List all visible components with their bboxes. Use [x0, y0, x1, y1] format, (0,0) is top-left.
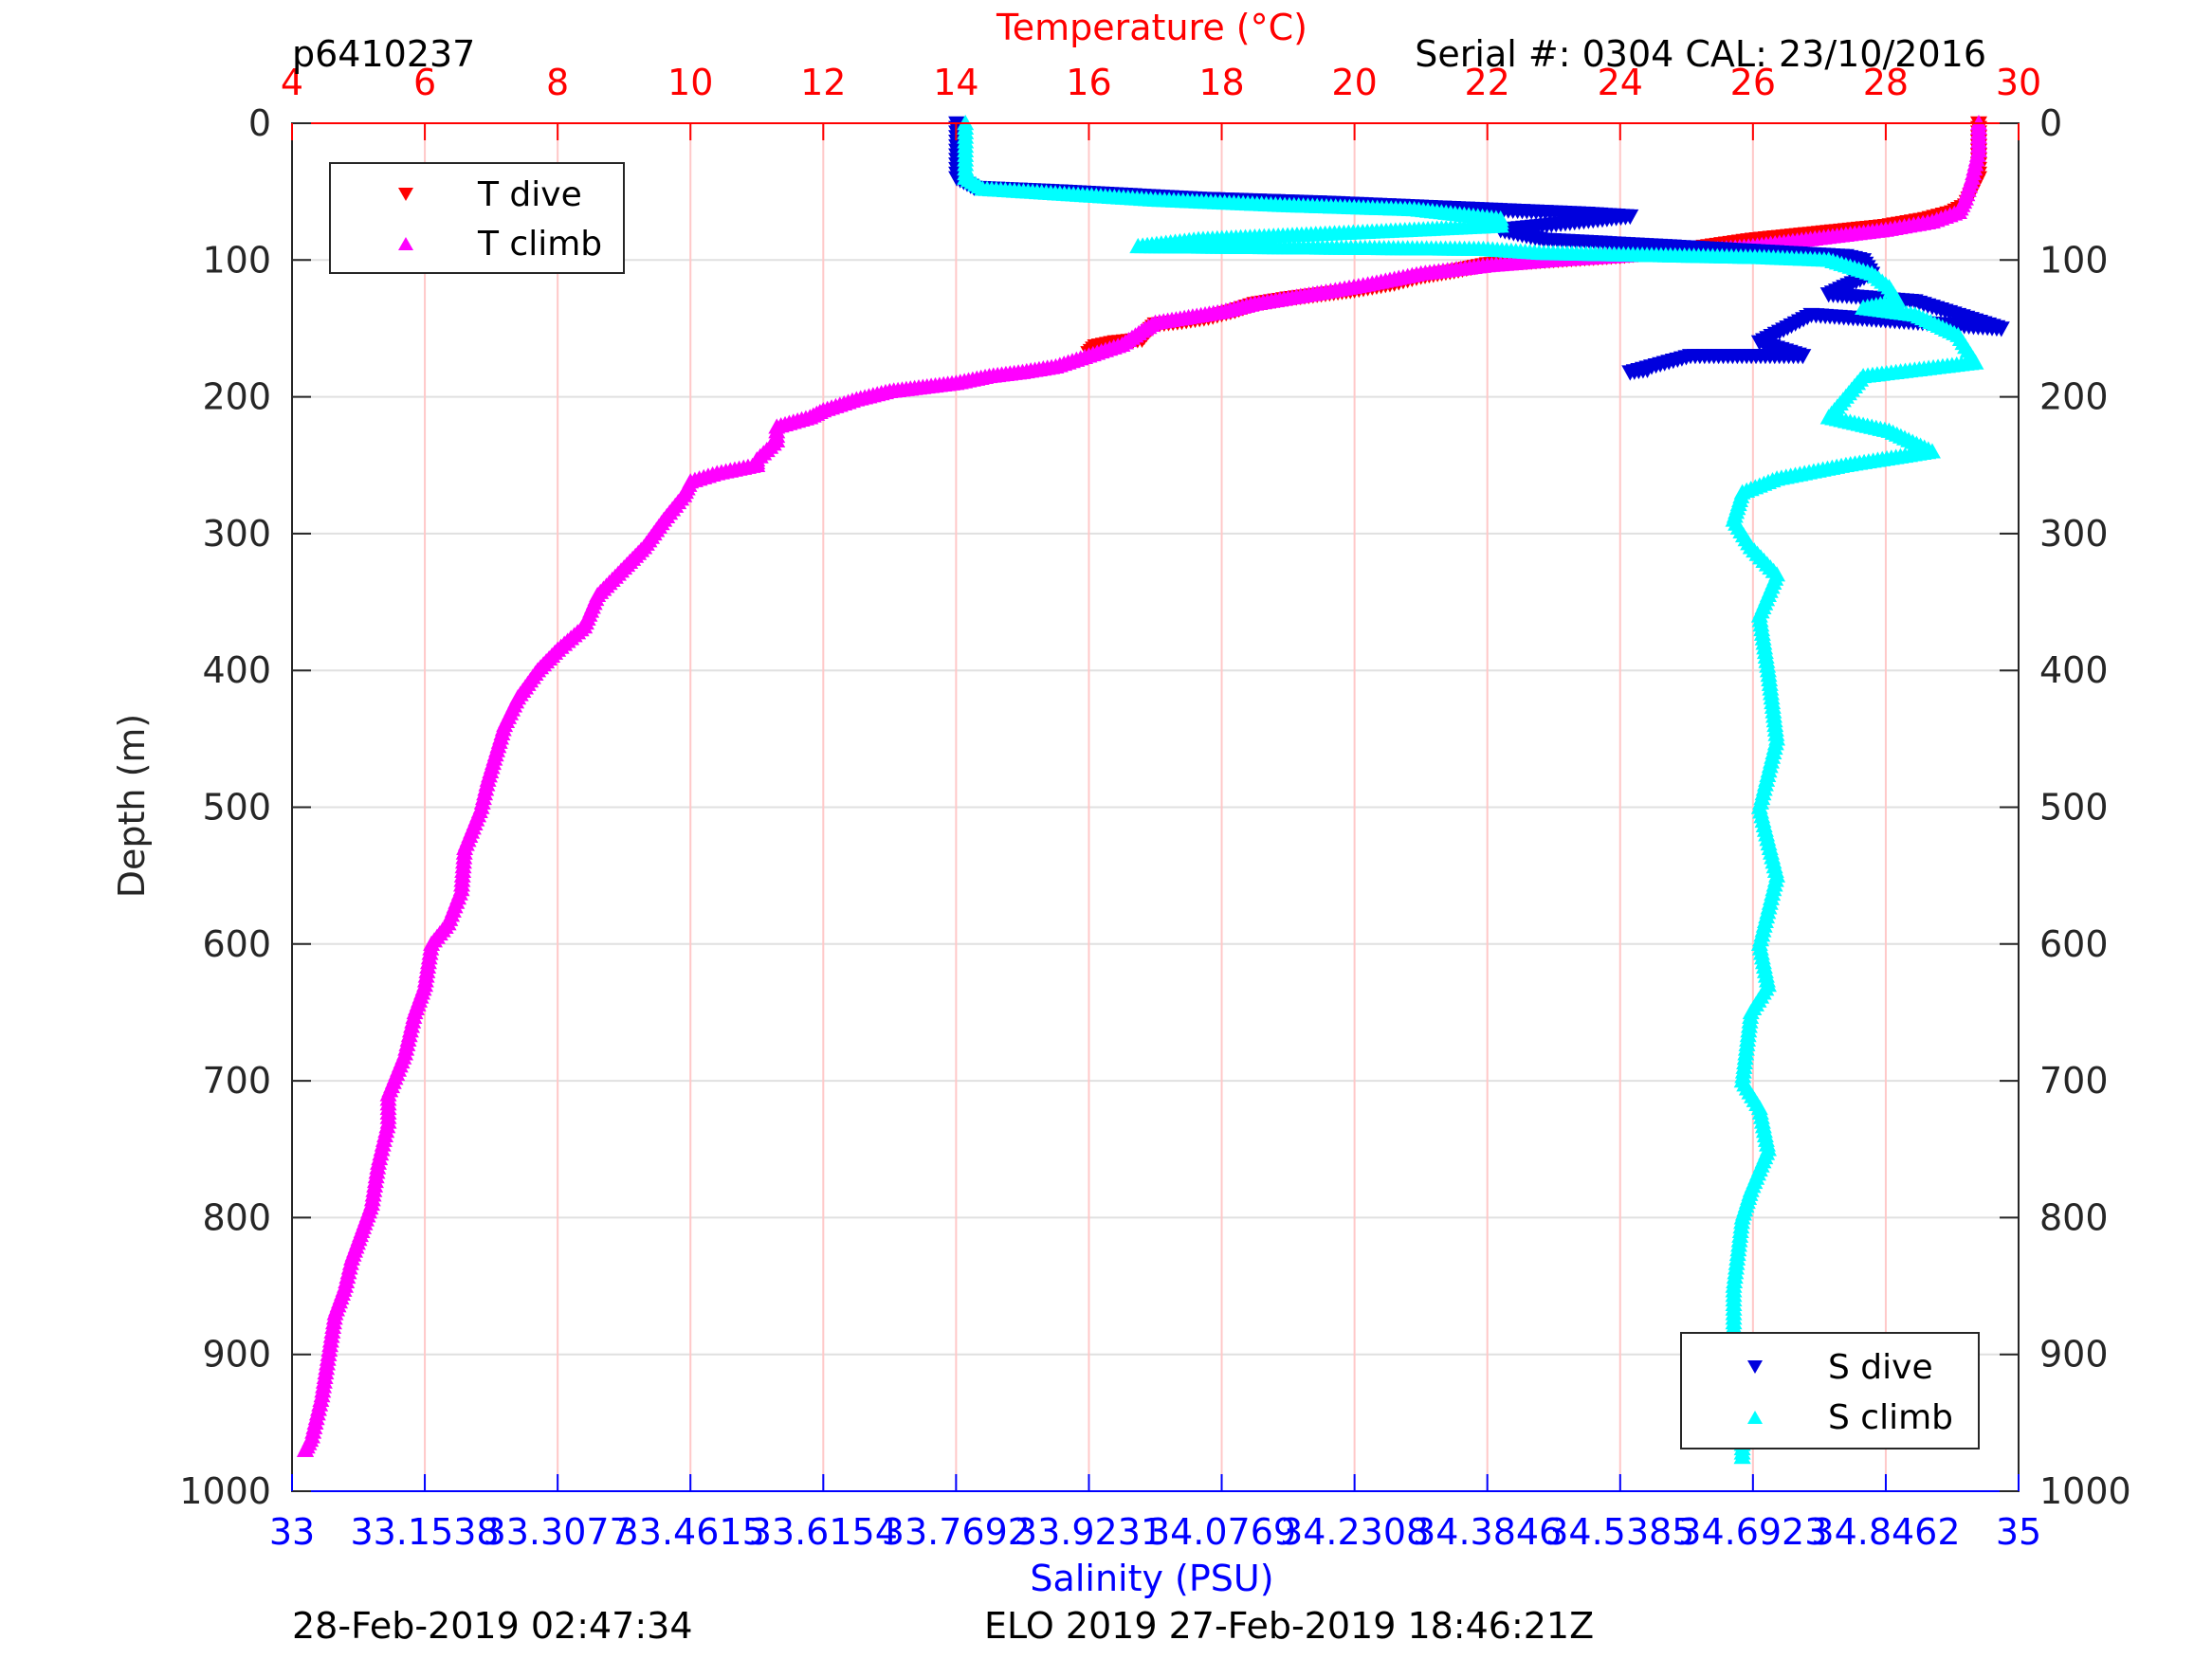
- salinity-tick-label: 34.0769: [1147, 1511, 1296, 1553]
- t-dive-legend-label: T dive: [477, 175, 582, 214]
- temperature-tick-label: 14: [933, 62, 978, 103]
- salinity-tick-label: 33.4615: [616, 1511, 765, 1553]
- salinity-tick-label: 34.5385: [1545, 1511, 1694, 1553]
- salinity-tick-label: 33.1538: [350, 1511, 499, 1553]
- temperature-tick-label: 10: [667, 62, 713, 103]
- t-climb-legend-label: T climb: [477, 225, 602, 264]
- depth-tick-label: 400: [202, 649, 271, 691]
- s-dive-legend-marker: [1747, 1360, 1763, 1374]
- temperature-tick-label: 20: [1331, 62, 1377, 103]
- temperature-tick-label: 28: [1863, 62, 1909, 103]
- depth-tick-label: 900: [202, 1334, 271, 1376]
- temperature-tick-label: 18: [1198, 62, 1244, 103]
- depth-tick-label-right: 900: [2039, 1334, 2109, 1376]
- temperature-tick-label: 16: [1066, 62, 1111, 103]
- salinity-tick-label: 34.3846: [1413, 1511, 1562, 1553]
- salinity-legend: S dive S climb: [1680, 1332, 1980, 1449]
- plot-timestamp: 28-Feb-2019 02:47:34: [292, 1605, 693, 1647]
- data-point: [297, 1441, 315, 1457]
- salinity-axis-title: Salinity (PSU): [1030, 1558, 1273, 1599]
- temperature-tick-label: 4: [281, 62, 303, 103]
- temperature-tick-label: 6: [413, 62, 436, 103]
- salinity-tick-label: 34.2308: [1280, 1511, 1429, 1553]
- depth-tick-label: 600: [202, 923, 271, 965]
- temperature-legend-box: [329, 162, 625, 274]
- serial-calibration: Serial #: 0304 CAL: 23/10/2016: [1415, 33, 1986, 75]
- depth-tick-label-right: 300: [2039, 513, 2109, 555]
- depth-tick-label: 500: [202, 787, 271, 829]
- salinity-tick-label: 33.9231: [1015, 1511, 1163, 1553]
- depth-tick-label-right: 400: [2039, 649, 2109, 691]
- salinity-tick-label: 35: [1996, 1511, 2041, 1553]
- depth-tick-label-right: 600: [2039, 923, 2109, 965]
- salinity-legend-box: [1680, 1332, 1980, 1449]
- depth-tick-label: 1000: [179, 1470, 271, 1512]
- temperature-tick-label: 26: [1730, 62, 1776, 103]
- salinity-tick-label: 34.8462: [1811, 1511, 1960, 1553]
- s-climb-legend-marker: [1747, 1411, 1763, 1424]
- depth-tick-label-right: 700: [2039, 1060, 2109, 1102]
- depth-tick-label: 700: [202, 1060, 271, 1102]
- depth-tick-label-right: 500: [2039, 787, 2109, 829]
- temperature-tick-label: 30: [1996, 62, 2041, 103]
- temperature-tick-label: 12: [800, 62, 846, 103]
- depth-tick-label-right: 0: [2039, 102, 2062, 144]
- salinity-tick-label: 33: [269, 1511, 315, 1553]
- salinity-tick-label: 34.6923: [1678, 1511, 1827, 1553]
- profile-id: p6410237: [292, 33, 475, 75]
- temperature-legend: T dive T climb: [329, 162, 625, 274]
- depth-tick-label: 800: [202, 1196, 271, 1238]
- depth-axis-title: Depth (m): [111, 714, 153, 899]
- s-climb-series: [957, 115, 1984, 1465]
- temperature-tick-label: 8: [546, 62, 569, 103]
- t-climb-legend-marker: [398, 237, 413, 250]
- axes: 0 0 100 100 200 200 300 300 400 400 500 500 600 600 70…: [179, 62, 2130, 1553]
- temperature-axis-title: Temperature (°C): [996, 7, 1307, 48]
- data-point: [1733, 1448, 1751, 1465]
- salinity-tick-label: 33.3077: [484, 1511, 632, 1553]
- depth-tick-label-right: 1000: [2039, 1470, 2131, 1512]
- data-series: [297, 115, 2010, 1465]
- salinity-tick-label: 33.7692: [882, 1511, 1031, 1553]
- s-climb-legend-label: S climb: [1828, 1398, 1953, 1437]
- salinity-tick-label: 33.6154: [749, 1511, 898, 1553]
- depth-tick-label: 300: [202, 513, 271, 555]
- s-dive-legend-label: S dive: [1828, 1348, 1933, 1387]
- mission-label: ELO 2019 27-Feb-2019 18:46:21Z: [984, 1605, 1594, 1647]
- depth-tick-label-right: 200: [2039, 376, 2109, 418]
- t-climb-series: [297, 115, 1987, 1457]
- depth-tick-label: 100: [202, 239, 271, 281]
- s-dive-series: [948, 116, 2010, 381]
- depth-tick-label-right: 800: [2039, 1196, 2109, 1238]
- t-dive-legend-marker: [398, 188, 413, 201]
- temperature-tick-label: 22: [1465, 62, 1510, 103]
- depth-tick-label-right: 100: [2039, 239, 2109, 281]
- depth-tick-label: 200: [202, 376, 271, 418]
- depth-tick-label: 0: [248, 102, 271, 144]
- temperature-tick-label: 24: [1598, 62, 1643, 103]
- data-point: [1638, 362, 1656, 378]
